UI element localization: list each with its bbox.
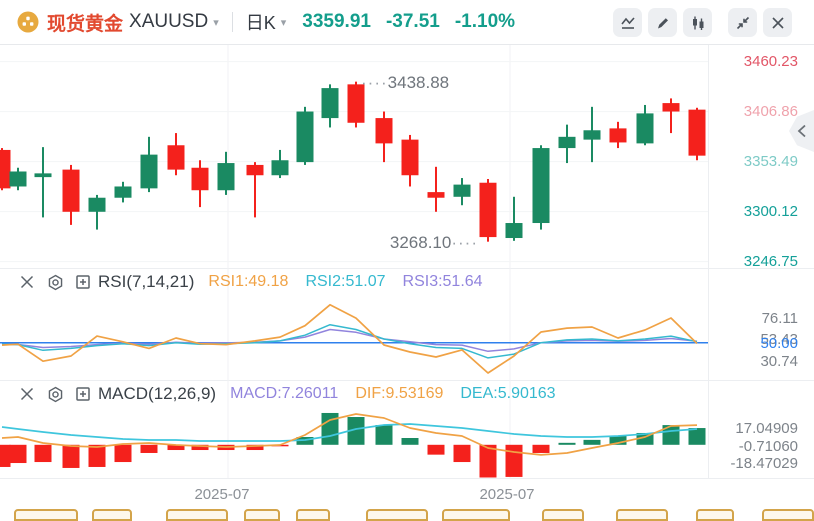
scrollbar-segment[interactable]	[296, 509, 330, 521]
panel-divider	[0, 478, 814, 479]
leader-dots: ····	[361, 73, 388, 92]
dea-value: DEA:5.90163	[460, 385, 556, 402]
time-axis-label: 2025-07	[194, 486, 250, 503]
header-bar: 现货黄金 XAUUSD ▾ 日K ▾ 3359.91 -37.51 -1.10%	[0, 0, 814, 45]
close-icon	[771, 16, 784, 29]
period-selector[interactable]: 日K	[245, 13, 276, 33]
scrollbar-segment[interactable]	[442, 509, 510, 521]
macd-axis-label: 17.04909	[735, 420, 798, 437]
period-caret-icon[interactable]: ▾	[280, 16, 287, 29]
rsi-level-label: 50.00	[760, 335, 798, 352]
scrollbar-segment[interactable]	[366, 509, 428, 521]
scrollbar-segment[interactable]	[542, 509, 584, 521]
collapse-button[interactable]	[728, 8, 757, 37]
price-axis-label: 3300.12	[743, 203, 798, 220]
gold-coin-icon	[17, 11, 39, 33]
rsi3-value: RSI3:51.64	[402, 273, 483, 290]
rsi-close-button[interactable]	[18, 273, 36, 291]
header-divider	[231, 12, 233, 32]
macd-value: MACD:7.26011	[230, 385, 339, 402]
rsi1-value: RSI1:49.18	[208, 273, 289, 290]
rsi-settings-button[interactable]	[46, 273, 64, 291]
candles-icon	[692, 16, 703, 30]
scrollbar-segment[interactable]	[762, 509, 814, 521]
rsi-title: RSI(7,14,21)	[98, 272, 195, 291]
scrollbar-segment[interactable]	[166, 509, 228, 521]
close-icon	[20, 387, 34, 401]
pencil-icon	[657, 17, 668, 28]
last-price: 3359.91	[302, 11, 371, 32]
rsi-axis-label: 30.74	[760, 353, 798, 370]
gear-icon	[48, 386, 62, 402]
price-change-pct: -1.10%	[454, 11, 516, 32]
macd-axis-label: -0.71060	[738, 438, 798, 455]
symbol-name: 现货黄金	[47, 13, 124, 35]
scrollbar-segment[interactable]	[244, 509, 280, 521]
indicator-button[interactable]	[683, 8, 712, 37]
macd-expand-button[interactable]	[74, 385, 92, 403]
time-axis-label: 2025-07	[479, 486, 535, 503]
scrollbar-segment[interactable]	[696, 509, 734, 521]
scrollbar-segment[interactable]	[14, 509, 78, 521]
expand-icon	[76, 387, 90, 401]
price-change: -37.51	[385, 11, 440, 32]
high-price-annotation: ····3438.88	[361, 73, 450, 92]
gear-icon	[48, 274, 62, 290]
dif-value: DIF:9.53169	[355, 385, 444, 402]
price-axis-label: 3246.75	[743, 253, 798, 270]
draw-tools-button[interactable]	[648, 8, 677, 37]
price-group: 3359.91 -37.51 -1.10%	[302, 11, 515, 33]
scrollbar-minimap[interactable]	[0, 505, 814, 521]
line-chart-icon	[620, 16, 635, 29]
close-icon	[20, 275, 34, 289]
rsi-panel-header: RSI(7,14,21) RSI1:49.18 RSI2:51.07 RSI3:…	[18, 271, 500, 293]
macd-settings-button[interactable]	[46, 385, 64, 403]
rsi2-value: RSI2:51.07	[305, 273, 386, 290]
scrollbar-segment[interactable]	[92, 509, 132, 521]
leader-dots: ····	[451, 233, 478, 252]
rsi-expand-button[interactable]	[74, 273, 92, 291]
price-axis-label: 3406.86	[743, 103, 798, 120]
collapse-arrows-icon	[736, 16, 749, 29]
panel-divider	[0, 268, 814, 269]
rsi-axis-label: 53.43	[760, 331, 798, 348]
expand-icon	[76, 275, 90, 289]
macd-close-button[interactable]	[18, 385, 36, 403]
low-price-annotation: 3268.10····	[389, 233, 478, 252]
panel-divider	[0, 380, 814, 381]
symbol-caret-icon[interactable]: ▾	[213, 16, 219, 29]
rsi-axis-label: 76.11	[761, 310, 798, 327]
macd-title: MACD(12,26,9)	[98, 384, 217, 403]
chart-style-button[interactable]	[613, 8, 642, 37]
price-axis-label: 3353.49	[743, 153, 798, 170]
chart-toolbar	[613, 8, 792, 37]
scrollbar-segment[interactable]	[616, 509, 668, 521]
macd-panel-header: MACD(12,26,9) MACD:7.26011 DIF:9.53169 D…	[18, 383, 573, 405]
close-chart-button[interactable]	[763, 8, 792, 37]
macd-axis-label: -18.47029	[730, 455, 798, 472]
price-axis-label: 3460.23	[743, 53, 798, 70]
price-axis-border	[708, 45, 709, 478]
symbol-selector[interactable]: XAUUSD	[129, 11, 209, 32]
chevron-left-icon	[797, 124, 806, 138]
